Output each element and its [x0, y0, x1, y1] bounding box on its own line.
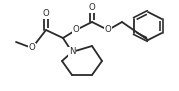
- Text: N: N: [69, 48, 75, 57]
- Text: O: O: [43, 9, 49, 18]
- Text: O: O: [73, 25, 79, 34]
- Text: O: O: [105, 25, 111, 34]
- Text: O: O: [29, 43, 35, 53]
- Text: O: O: [89, 3, 95, 12]
